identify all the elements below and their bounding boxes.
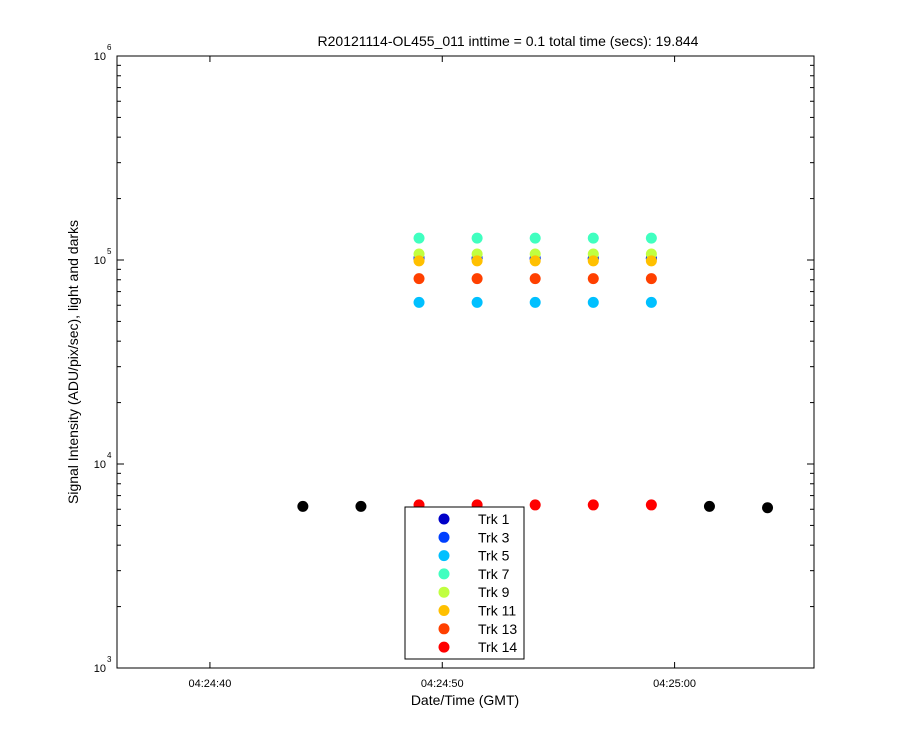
legend-label: Trk 5 [478, 548, 510, 564]
data-point [471, 232, 483, 244]
data-point [355, 500, 367, 512]
legend-marker [438, 550, 450, 562]
y-tick-exponent: 4 [107, 451, 112, 460]
legend-label: Trk 11 [478, 603, 516, 619]
data-point [645, 499, 657, 511]
x-tick-label: 04:25:00 [653, 678, 696, 690]
data-point [471, 296, 483, 308]
data-point [587, 499, 599, 511]
data-point [529, 296, 541, 308]
data-point [529, 499, 541, 511]
data-point [645, 232, 657, 244]
legend-label: Trk 3 [478, 529, 510, 545]
data-point [529, 255, 541, 267]
legend-marker [438, 531, 450, 543]
legend-label: Trk 9 [478, 584, 510, 600]
legend-label: Trk 14 [478, 639, 517, 655]
data-point [703, 500, 715, 512]
legend-marker [438, 513, 450, 525]
y-tick-label: 10 [94, 663, 106, 675]
data-point [587, 232, 599, 244]
legend-marker [438, 623, 450, 635]
legend-label: Trk 13 [478, 621, 517, 637]
x-tick-label: 04:24:40 [189, 678, 232, 690]
data-point [413, 273, 425, 285]
y-tick-exponent: 3 [107, 655, 112, 664]
chart-title: R20121114-OL455_011 inttime = 0.1 total … [318, 33, 699, 49]
x-axis-label: Date/Time (GMT) [411, 692, 519, 708]
data-point [471, 273, 483, 285]
y-tick-label: 10 [94, 255, 106, 267]
data-point [587, 255, 599, 267]
x-tick-label: 04:24:50 [421, 678, 464, 690]
data-point [471, 255, 483, 267]
legend-marker [438, 586, 450, 598]
data-point [413, 296, 425, 308]
legend-box [404, 506, 525, 660]
legend-label: Trk 7 [478, 566, 510, 582]
y-axis-label: Signal Intensity (ADU/pix/sec), light an… [65, 220, 81, 504]
data-point [413, 255, 425, 267]
data-point [413, 232, 425, 244]
data-point [762, 502, 774, 514]
legend-label: Trk 1 [478, 511, 510, 527]
data-point [645, 255, 657, 267]
data-point [587, 296, 599, 308]
data-point [587, 273, 599, 285]
y-tick-exponent: 5 [107, 247, 112, 256]
x-axis: 04:24:40 04:24:50 04:25:00 [189, 56, 696, 690]
y-tick-label: 10 [94, 459, 106, 471]
legend: Trk 1 Trk 3 Trk 5 Trk 7 Trk 9 Trk 11 Trk 13 Trk… [404, 506, 525, 660]
legend-marker [438, 568, 450, 580]
legend-marker [438, 605, 450, 616]
data-point [529, 232, 541, 244]
data-point [529, 273, 541, 285]
legend-marker [438, 641, 450, 653]
y-tick-exponent: 6 [107, 43, 112, 52]
y-tick-label: 10 [94, 51, 106, 63]
data-point [645, 296, 657, 308]
data-point [645, 273, 657, 285]
data-point [297, 500, 309, 512]
